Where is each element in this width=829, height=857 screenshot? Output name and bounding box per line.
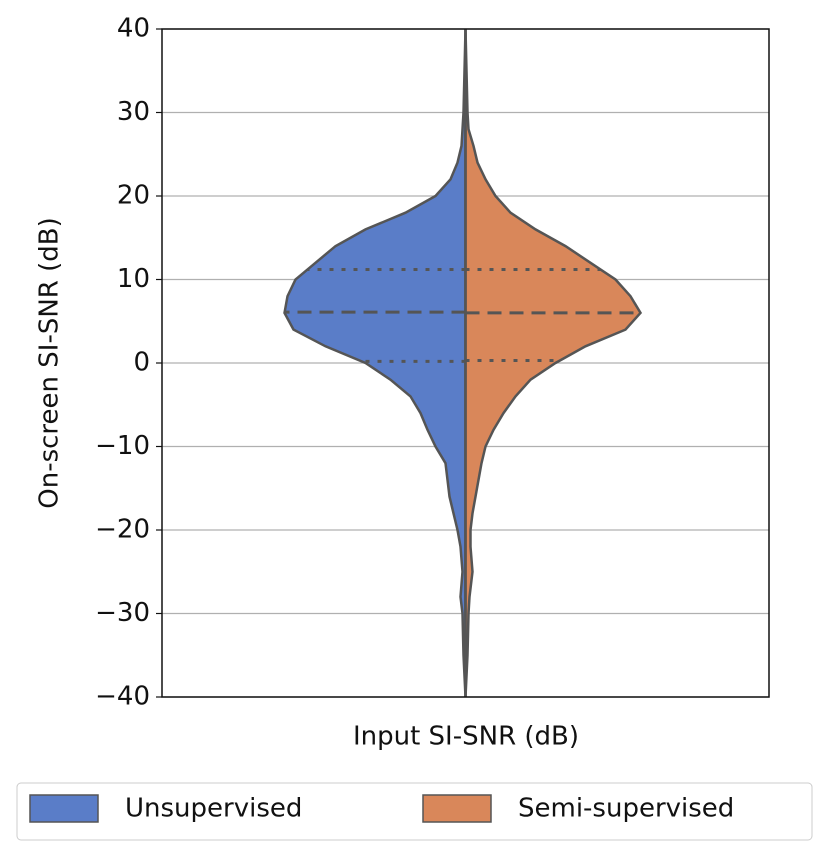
y-tick-label: 10 [117,264,150,294]
violin-half [464,28,643,698]
legend-box [16,782,813,841]
violin-half [283,28,467,698]
legend-swatch [29,794,99,823]
x-axis-label: Input SI-SNR (dB) [353,722,579,752]
plot-frame [161,28,770,698]
y-tick-label: 0 [133,348,150,378]
y-tick-label: 30 [117,97,150,127]
legend-label: Semi-supervised [518,794,734,824]
y-tick-label: 40 [117,14,150,44]
y-tick-label: −10 [95,431,150,461]
legend-swatch [422,794,492,823]
y-tick-label: 20 [117,181,150,211]
legend-label: Unsupervised [125,794,302,824]
y-tick-label: −20 [95,515,150,545]
y-tick-label: −40 [95,682,150,712]
y-axis-label: On-screen SI-SNR (dB) [35,217,65,508]
y-tick-label: −30 [95,598,150,628]
